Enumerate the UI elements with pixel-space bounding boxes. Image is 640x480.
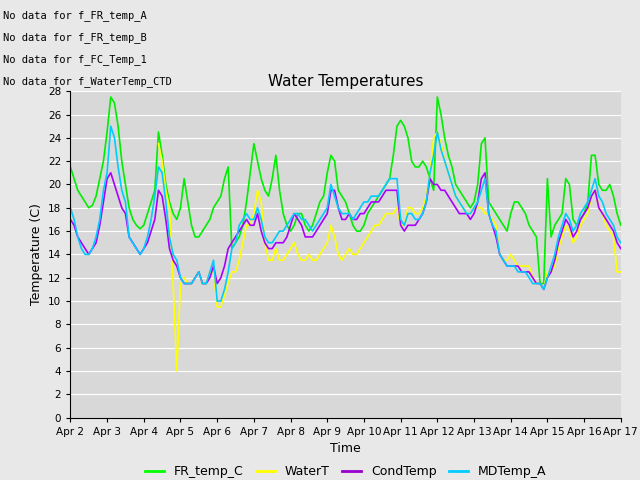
CondTemp [456,211,463,216]
MDTemp_A [408,211,415,216]
WaterT [415,211,423,216]
Title: Water Temperatures: Water Temperatures [268,73,423,89]
WaterT [335,252,342,257]
MDTemp_A [459,205,467,211]
MDTemp_A [213,298,221,304]
CondTemp [67,216,74,222]
CondTemp [107,170,115,176]
CondTemp [613,240,621,246]
FR_temp_C [67,164,74,170]
Text: No data for f_FC_Temp_1: No data for f_FC_Temp_1 [3,54,147,65]
FR_temp_C [613,211,621,216]
CondTemp [617,246,625,252]
FR_temp_C [536,281,544,287]
FR_temp_C [107,94,115,100]
Line: FR_temp_C: FR_temp_C [70,97,621,284]
FR_temp_C [404,135,412,141]
MDTemp_A [613,234,621,240]
FR_temp_C [419,158,426,164]
MDTemp_A [422,199,430,205]
FR_temp_C [265,193,273,199]
FR_temp_C [338,193,346,199]
WaterT [261,240,269,246]
Text: No data for f_FR_temp_B: No data for f_FR_temp_B [3,32,147,43]
MDTemp_A [107,123,115,129]
Legend: FR_temp_C, WaterT, CondTemp, MDTemp_A: FR_temp_C, WaterT, CondTemp, MDTemp_A [140,460,551,480]
WaterT [401,222,408,228]
MDTemp_A [617,240,625,246]
Line: WaterT: WaterT [159,132,621,371]
Text: No data for f_WaterTemp_CTD: No data for f_WaterTemp_CTD [3,76,172,87]
Line: MDTemp_A: MDTemp_A [70,126,621,301]
CondTemp [540,287,548,292]
CondTemp [404,222,412,228]
CondTemp [338,216,346,222]
CondTemp [265,246,273,252]
MDTemp_A [67,205,74,211]
Text: No data for f_FR_temp_A: No data for f_FR_temp_A [3,10,147,21]
CondTemp [419,211,426,216]
Y-axis label: Temperature (C): Temperature (C) [29,204,43,305]
FR_temp_C [456,187,463,193]
Line: CondTemp: CondTemp [70,173,621,289]
WaterT [606,228,614,234]
WaterT [452,193,460,199]
X-axis label: Time: Time [330,442,361,455]
FR_temp_C [617,222,625,228]
WaterT [617,269,625,275]
MDTemp_A [342,211,349,216]
MDTemp_A [268,240,276,246]
